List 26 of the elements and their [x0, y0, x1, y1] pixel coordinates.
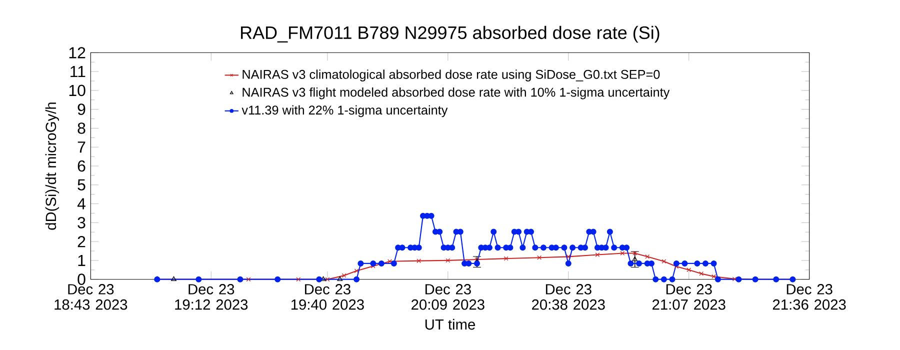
x-tick-label: Dec 23 21:07 2023	[652, 284, 726, 310]
x-tick-label: Dec 23 21:36 2023	[772, 284, 846, 310]
legend-label: NAIRAS v3 climatological absorbed dose rate using SiDose_G0.txt SEP=0	[242, 70, 660, 82]
y-tick-label: 12	[69, 47, 86, 58]
y-tick-label: 2	[78, 236, 86, 248]
chart-title: RAD_FM7011 B789 N29975 absorbed dose rate (Si)	[241, 26, 660, 43]
y-tick-label: 9	[78, 104, 86, 115]
x-tick-label: Dec 23 19:12 2023	[175, 284, 248, 310]
y-axis-title: dD(Si)/dt microGy/h	[45, 102, 59, 230]
x-tick-label: Dec 23 20:38 2023	[532, 284, 605, 310]
y-tick-label: 10	[69, 84, 86, 96]
legend-label: NAIRAS v3 flight modeled absorbed dose rate with 10% 1-sigma uncertainty	[242, 87, 670, 100]
y-tick-label: 8	[78, 122, 86, 134]
y-tick-label: 3	[78, 217, 86, 228]
x-tick-label: Dec 23 18:43 2023	[54, 284, 128, 310]
y-tick-label: 7	[78, 142, 86, 153]
x-tick-label: Dec 23 20:09 2023	[412, 284, 484, 310]
y-tick-label: 1	[78, 254, 86, 266]
legend-label: v11.39 with 22% 1-sigma uncertainty	[242, 105, 448, 118]
x-axis-title: UT time	[425, 318, 476, 330]
y-tick-label: 4	[77, 198, 86, 210]
y-tick-label: 0	[78, 274, 86, 285]
x-tick-label: Dec 23 19:40 2023	[291, 284, 364, 310]
y-tick-label: 5	[78, 179, 86, 190]
y-tick-label: 6	[78, 160, 86, 172]
y-tick-label: 11	[70, 66, 86, 78]
